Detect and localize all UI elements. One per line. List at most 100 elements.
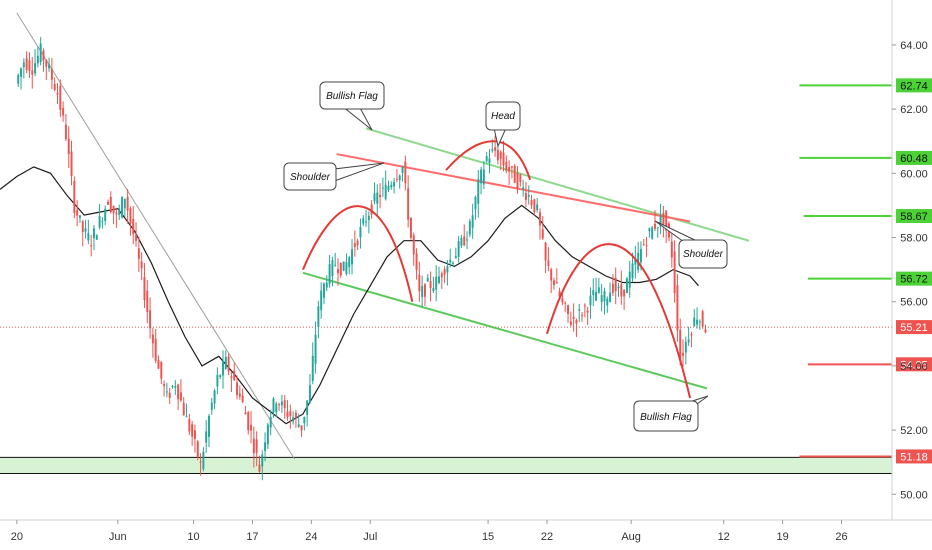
candle — [264, 432, 267, 462]
candle-body — [412, 235, 415, 255]
candle — [163, 380, 166, 397]
candle — [701, 309, 704, 329]
candle — [261, 450, 264, 481]
candle-body — [163, 383, 166, 386]
callout-bullish-flag-bottom[interactable]: Bullish Flag — [633, 395, 709, 432]
support-zone-layer — [0, 326, 892, 474]
candle — [165, 382, 168, 398]
candle — [224, 350, 227, 371]
y-tick-label: 50.00 — [900, 489, 928, 501]
candle-body — [617, 286, 620, 289]
candle — [126, 188, 129, 224]
candle-body — [544, 242, 547, 261]
candle — [236, 375, 239, 400]
callout-shoulder-right[interactable]: Shoulder — [654, 220, 728, 269]
candle-body — [76, 210, 79, 216]
pattern-arcs-layer — [302, 140, 692, 399]
candle — [404, 155, 407, 191]
candle-body — [533, 199, 536, 213]
candle — [92, 225, 95, 251]
candle-body — [401, 166, 404, 173]
price-tag-label: 60.48 — [900, 153, 928, 165]
candle-body — [553, 280, 555, 285]
candle-body — [474, 196, 477, 210]
candle-body — [421, 286, 424, 297]
candle — [446, 260, 449, 286]
candle — [280, 394, 283, 413]
candle-body — [252, 438, 255, 454]
candle — [625, 276, 628, 294]
candle — [238, 385, 241, 400]
candle-body — [468, 221, 471, 235]
callout-shoulder-left[interactable]: Shoulder — [283, 162, 385, 191]
candle-body — [149, 310, 152, 329]
candle-body — [70, 151, 73, 177]
candle — [569, 311, 572, 327]
candle-body — [213, 390, 216, 404]
candle-body — [682, 352, 685, 356]
arc-left-shoulder[interactable] — [302, 205, 414, 302]
trendline-flag-lower[interactable] — [302, 271, 708, 390]
x-axis-ticks: 20 Jun 10 17 24 Jul 15 22 Aug 12 19 26 — [11, 520, 848, 543]
candle — [463, 224, 466, 247]
x-tick-label: Jul — [363, 531, 377, 543]
candle-body — [508, 167, 511, 172]
candle-body — [564, 302, 567, 304]
candle — [564, 301, 567, 313]
candle — [586, 306, 589, 326]
price-tag-bg — [896, 78, 932, 93]
candle — [409, 217, 412, 240]
trendline-neckline[interactable] — [336, 153, 691, 223]
candle — [222, 350, 224, 389]
y-tick-label: 52.00 — [900, 425, 928, 437]
candle-body — [362, 218, 365, 224]
candle-body — [513, 165, 516, 183]
y-tick-label: 54.00 — [900, 361, 928, 373]
arc-right-shoulder[interactable] — [546, 243, 692, 399]
candle-body — [64, 124, 67, 140]
candle-body — [95, 235, 98, 240]
candle — [174, 380, 177, 395]
callout-head[interactable]: Head — [485, 101, 521, 148]
trendline-downtrend[interactable] — [16, 12, 295, 460]
candle — [216, 367, 219, 394]
candle-body — [530, 200, 533, 206]
candle-body — [440, 273, 443, 278]
candle — [230, 371, 233, 393]
candle-body — [328, 264, 331, 285]
candle-body — [665, 210, 668, 231]
candle — [123, 198, 126, 217]
candle — [614, 267, 617, 305]
candle — [25, 51, 28, 74]
candle-body — [210, 402, 213, 410]
x-tick-label: 22 — [541, 531, 553, 543]
candle — [432, 276, 435, 294]
candle-body — [435, 276, 438, 290]
price-level-tag: 56.72 — [896, 271, 932, 286]
candle-body — [480, 169, 483, 184]
candle-body — [536, 204, 539, 211]
candle-body — [337, 269, 339, 274]
callout-bullish-flag-top[interactable]: Bullish Flag — [319, 81, 385, 131]
candle — [401, 165, 404, 182]
callout-box — [319, 81, 385, 110]
candle-body — [241, 395, 244, 402]
candle-body — [247, 412, 250, 431]
candle — [50, 58, 53, 90]
callout-box — [678, 239, 728, 269]
price-tag-bg — [896, 271, 932, 286]
candle — [620, 270, 623, 305]
candle-body — [278, 404, 281, 406]
candle-body — [59, 85, 62, 110]
candle — [387, 180, 390, 193]
candle-body — [407, 188, 410, 220]
candle-body — [491, 149, 494, 151]
trendline-flag-upper[interactable] — [365, 127, 750, 242]
price-tag-bg — [896, 150, 932, 165]
candle — [81, 219, 84, 247]
candle — [673, 240, 676, 303]
candle-body — [31, 70, 34, 75]
arc-head[interactable] — [445, 140, 532, 181]
price-tag-bg — [896, 449, 932, 464]
